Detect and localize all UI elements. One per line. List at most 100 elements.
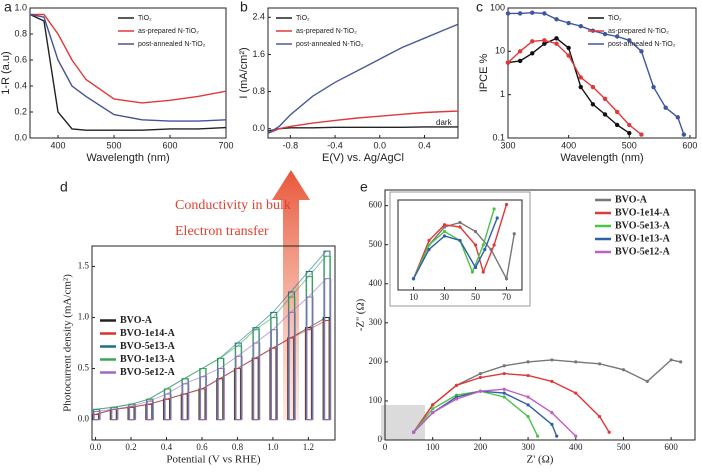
x-axis-title: Wavelength (nm) [86,152,169,164]
x-tick-label: 10 [409,292,419,302]
data-point [550,422,554,426]
y-tick-label: 200 [369,356,383,366]
y-tick-label: 0.1 [492,132,505,142]
plot-frame [507,7,697,139]
marker [614,122,620,128]
panel-label: c [476,0,483,15]
legend-label: BVO-1e14-A [615,207,671,218]
data-point [598,414,602,419]
data-point [495,216,499,220]
marker [578,24,583,29]
data-point [607,430,611,434]
data-point [483,247,487,252]
plot-frame [91,245,336,441]
plot-frame [397,199,523,291]
marker [566,45,571,51]
light-pulse [164,393,172,421]
marker [530,51,535,56]
data-point [454,397,459,401]
marker [530,10,535,15]
x-tick-label: 50 [471,292,481,302]
y-tick-label: 0.6 [14,54,27,64]
y-tick-label: 0.8 [14,28,27,38]
y-tick-label: 600 [369,200,383,210]
x-tick-label: 700 [218,140,233,150]
series-line [267,23,459,134]
legend-label: BVO-5e12-A [120,367,176,378]
marker [602,31,608,37]
light-pulse [182,383,190,421]
series-line [267,110,459,135]
marker [602,96,608,102]
data-point [574,360,578,364]
series-line [95,255,327,410]
data-point [478,371,482,376]
series-line [508,11,685,135]
x-tick-label: 0.4 [418,140,431,150]
x-tick-label: 200 [474,442,488,452]
marker [517,58,523,64]
light-pulse [306,296,314,421]
y-tick-label: 0.0 [252,123,265,133]
data-point [492,243,496,247]
data-point [458,220,462,225]
data-point [512,232,516,236]
x-tick-label: 400 [569,442,583,452]
arrow [272,170,310,420]
light-pulse [324,278,332,421]
marker [627,122,632,128]
panel: a 400 500 600 700 0.0 0.2 0.4 0.6 0.8 1.0 Wavelengt… [0,0,234,164]
marker [590,102,596,107]
data-point [454,383,459,387]
x-tick-label: 30 [440,292,450,302]
data-point [502,387,506,391]
y-tick-label: 0.5 [78,363,90,373]
y-tick-label: 500 [369,239,383,249]
data-point [526,414,530,419]
marker [578,84,583,90]
y-tick-label: 300 [369,317,383,327]
plot-frame [267,7,459,139]
data-point [481,270,485,274]
x-tick-label: 1.2 [303,442,314,452]
marker [590,84,596,90]
marker [554,17,559,22]
fit-line [413,388,577,437]
annotation: dark [436,118,453,127]
x-tick-label: 1.0 [267,442,279,452]
legend-label: BVO-5e12-A [615,246,671,257]
legend-label: BVO-5e13-A [120,341,176,352]
light-pulse [217,368,225,421]
x-tick-label: 600 [682,140,697,150]
panel: d 0.0 0.2 0.4 0.6 0.8 1.0 1.2 0.0 0.5 1.0 1.5 Potent… [60,179,336,466]
marker [614,34,620,39]
annotation: Electron transfer [175,224,269,239]
x-tick-label: 0 [383,442,388,452]
x-tick-label: 70 [502,292,512,302]
x-tick-label: 300 [521,442,535,452]
data-point [431,407,435,411]
data-point [427,238,431,243]
marker [639,132,644,137]
legend-label: TiO₂ [296,15,310,22]
marker [663,105,668,110]
data-point [473,265,478,270]
legend-label: BVO-1e14-A [120,328,176,339]
data-point [536,434,540,438]
data-point [442,229,447,234]
fit-line [413,390,558,437]
x-tick-label: 0.2 [125,442,136,452]
panel: b -0.8 -0.4 0.0 0.4 0.0 0.8 1.6 2.4 E(V) vs. Ag/A… [238,0,459,164]
panel: e 0 100 200 300 400 500 600 0 100 200 300 400 500 600 Z… [355,179,696,466]
panel-label: d [60,179,68,195]
y-axis-title: -Z'' (Ω) [355,298,367,331]
data-point [427,243,431,247]
light-pulse [271,329,279,421]
data-point [478,389,482,393]
data-point [470,270,474,274]
x-tick-label: 500 [617,442,631,452]
x-tick-label: 0.0 [90,442,102,452]
data-point [502,371,506,376]
y-tick-label: 0.0 [78,414,90,424]
data-point [645,379,649,384]
